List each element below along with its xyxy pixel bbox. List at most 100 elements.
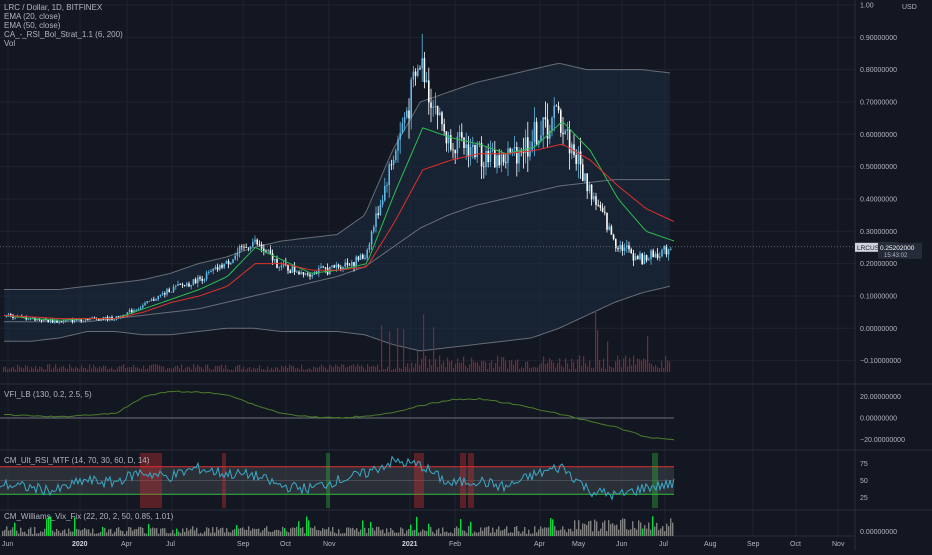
volume-bar: [487, 368, 489, 372]
wvf-bar: [8, 530, 10, 536]
wvf-legend[interactable]: CM_Williams_Vix_Fix (22, 20, 2, 50, 0.85…: [4, 512, 174, 521]
candle-body: [36, 318, 38, 321]
wvf-bar: [422, 529, 424, 536]
volume-bar: [61, 366, 63, 372]
rsi-tick-label: 50: [860, 478, 868, 485]
candle-body: [311, 274, 313, 277]
volume-bar: [57, 368, 59, 372]
volume-bar: [449, 361, 451, 372]
candle-body: [56, 320, 58, 323]
candle-body: [549, 130, 551, 139]
wvf-bar: [476, 532, 478, 536]
volume-bar: [369, 366, 371, 372]
volume-bar: [123, 364, 125, 372]
wvf-bar: [556, 530, 558, 536]
vfi-legend[interactable]: VFI_LB (130, 0.2, 2.5, 5): [4, 390, 92, 399]
candle-body: [62, 320, 65, 323]
wvf-bar: [192, 526, 194, 536]
candle-body: [126, 312, 129, 316]
volume-bar: [355, 366, 357, 372]
candle-body: [373, 227, 375, 232]
volume-bar: [537, 367, 539, 372]
volume-bar: [567, 363, 569, 372]
candle-body: [659, 256, 661, 258]
volume-bar: [579, 355, 581, 372]
candle-body: [375, 213, 377, 228]
volume-bar: [543, 356, 545, 372]
study-rsi-bol[interactable]: CA_-_RSI_Bol_Strat_1.1 (6, 200): [4, 30, 123, 39]
volume-bar: [95, 367, 97, 372]
volume-bar: [399, 367, 401, 372]
volume-bar: [287, 367, 289, 372]
candle-body: [370, 231, 373, 245]
candle-body: [183, 285, 186, 286]
candle-body: [5, 316, 8, 317]
candle-body: [205, 272, 208, 280]
candle-body: [192, 279, 195, 286]
candle-body: [573, 144, 575, 155]
candle-body: [575, 154, 577, 164]
wvf-bar: [230, 532, 232, 536]
volume-bar: [479, 365, 481, 372]
volume-bar: [279, 369, 281, 372]
volume-bar: [97, 368, 99, 372]
wvf-bar: [592, 531, 594, 536]
wvf-bar: [200, 532, 202, 536]
candle-body: [628, 245, 630, 250]
wvf-bar: [640, 522, 642, 536]
wvf-bar: [24, 531, 26, 536]
candle-body: [436, 105, 439, 115]
wvf-bar: [52, 530, 54, 536]
volume-bar: [207, 364, 209, 372]
volume-bar: [495, 362, 497, 372]
wvf-bar: [14, 522, 16, 536]
volume-bar: [47, 364, 49, 372]
candle-body: [159, 294, 162, 296]
volume-bar: [643, 358, 645, 372]
wvf-bar: [26, 533, 28, 536]
wvf-bar: [348, 527, 350, 536]
rsi-signal-zone: [326, 453, 330, 508]
time-tick-label: Nov: [323, 541, 336, 548]
candle-body: [584, 173, 586, 181]
wvf-bar: [590, 520, 592, 536]
study-volume[interactable]: Vol: [4, 39, 16, 48]
candle-body: [619, 244, 621, 250]
candle-body: [661, 249, 663, 257]
wvf-bar: [392, 530, 394, 536]
volume-bar: [215, 365, 217, 372]
study-ema20[interactable]: EMA (20, close): [4, 12, 61, 21]
candle-body: [551, 117, 553, 131]
wvf-bar: [78, 529, 80, 536]
wvf-bar: [634, 527, 636, 536]
volume-bar: [563, 367, 565, 372]
candle-body: [139, 307, 142, 310]
wvf-bar: [462, 530, 464, 536]
candle-body: [179, 283, 181, 285]
volume-bar: [631, 365, 633, 372]
candle-body: [164, 293, 166, 295]
wvf-bar: [624, 518, 626, 536]
wvf-bar: [16, 530, 18, 536]
volume-bar: [499, 366, 501, 372]
candle-body: [364, 258, 366, 260]
candle-body: [377, 213, 379, 216]
volume-bar: [421, 358, 423, 372]
wvf-bar: [408, 528, 410, 536]
currency-label[interactable]: USD: [902, 4, 917, 11]
wvf-bar: [110, 528, 112, 536]
candle-body: [298, 271, 300, 275]
rsi-legend[interactable]: CM_Ult_RSI_MTF (14, 70, 30, 60, D, 14): [4, 456, 150, 465]
candle-body: [386, 185, 388, 186]
price-tick-label: −0.10000000: [860, 358, 901, 365]
volume-bar: [305, 369, 307, 372]
volume-bar: [283, 367, 285, 372]
volume-bar: [511, 360, 513, 372]
candle-body: [80, 319, 82, 322]
study-ema50[interactable]: EMA (50, close): [4, 21, 61, 30]
wvf-bar: [100, 531, 102, 536]
symbol-legend[interactable]: LRC / Dollar, 1D, BITFINEX EMA (20, clos…: [4, 3, 123, 48]
volume-bar: [253, 367, 255, 372]
